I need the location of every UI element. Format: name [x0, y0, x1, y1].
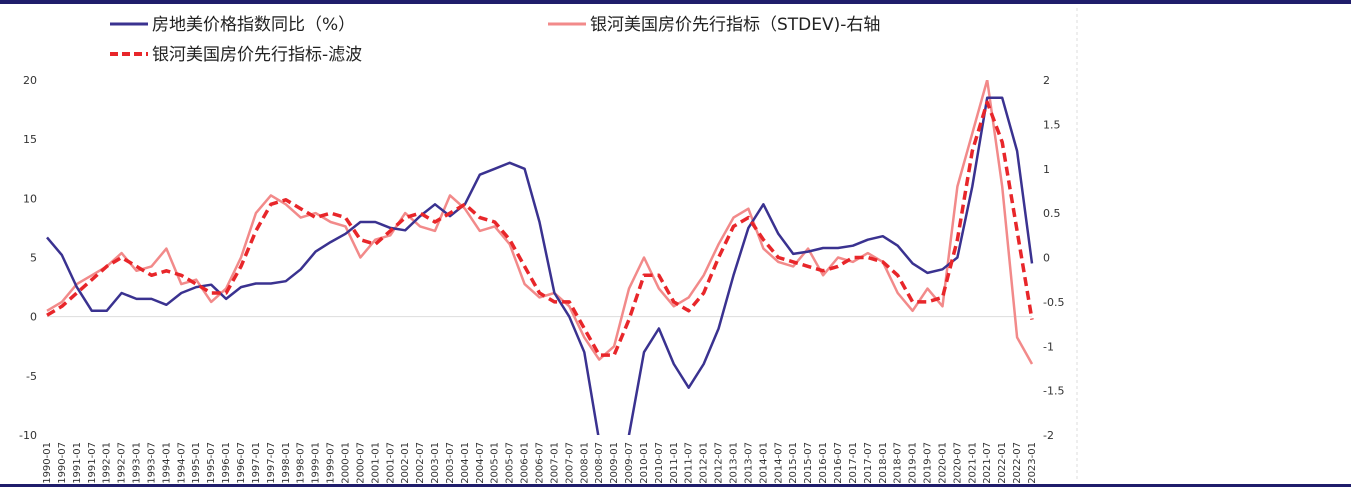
x-tick-label: 2006-07	[535, 442, 546, 484]
x-tick-label: 2013-01	[729, 442, 740, 484]
x-tick-label: 2019-07	[923, 442, 934, 484]
x-tick-label: 1997-01	[251, 442, 262, 484]
y-tick-label: -5	[26, 370, 37, 383]
x-tick-label: 2011-01	[669, 442, 680, 484]
x-tick-label: 2016-07	[833, 442, 844, 484]
x-tick-label: 2018-07	[893, 442, 904, 484]
x-tick-label: 2017-01	[848, 442, 859, 484]
x-tick-label: 2002-07	[415, 442, 426, 484]
x-tick-label: 2001-07	[385, 442, 396, 484]
x-tick-label: 2008-01	[579, 442, 590, 484]
x-tick-label: 2022-07	[1012, 442, 1023, 484]
x-tick-label: 2013-07	[743, 442, 754, 484]
legend-label: 银河美国房价先行指标-滤波	[152, 45, 362, 65]
x-tick-label: 2012-01	[699, 442, 710, 484]
y2-tick-label: -1	[1043, 340, 1054, 353]
y-tick-label: 5	[30, 252, 37, 265]
x-tick-label: 2014-07	[773, 442, 784, 484]
x-tick-label: 1996-01	[221, 442, 232, 484]
x-tick-label: 2003-07	[445, 442, 456, 484]
y-tick-label: 0	[30, 311, 37, 324]
x-tick-label: 2000-07	[355, 442, 366, 484]
x-tick-label: 1995-01	[191, 442, 202, 484]
x-tick-label: 2006-01	[520, 442, 531, 484]
x-tick-label: 2010-07	[654, 442, 665, 484]
series-line	[46, 96, 1034, 435]
y2-tick-label: 0.5	[1043, 207, 1061, 220]
x-tick-label: 2010-01	[639, 442, 650, 484]
x-tick-label: 2005-01	[490, 442, 501, 484]
x-tick-label: 2019-01	[908, 442, 919, 484]
x-tick-label: 2022-01	[997, 442, 1008, 484]
plot	[46, 80, 1034, 435]
x-tick-label: 2005-07	[505, 442, 516, 484]
y-tick-label: 20	[23, 74, 37, 87]
y2-tick-label: 1	[1043, 163, 1050, 176]
x-tick-label: 2017-07	[863, 442, 874, 484]
x-tick-label: 2018-01	[878, 442, 889, 484]
x-tick-label: 1996-07	[236, 442, 247, 484]
x-tick-label: 1993-07	[146, 442, 157, 484]
x-tick-label: 2007-07	[564, 442, 575, 484]
x-tick-label: 1998-01	[281, 442, 292, 484]
legend-label: 房地美价格指数同比（%）	[152, 15, 355, 35]
x-tick-label: 1992-01	[102, 442, 113, 484]
y2-tick-label: 1.5	[1043, 118, 1061, 131]
top-border	[0, 0, 1351, 4]
x-tick-label: 2003-01	[430, 442, 441, 484]
x-tick-label: 2009-07	[624, 442, 635, 484]
x-tick-label: 2011-07	[684, 442, 695, 484]
x-tick-label: 1999-01	[311, 442, 322, 484]
x-tick-label: 2004-07	[475, 442, 486, 484]
y-tick-label: 15	[23, 133, 37, 146]
x-tick-label: 2020-01	[937, 442, 948, 484]
x-tick-label: 1994-07	[176, 442, 187, 484]
x-tick-label: 2014-01	[758, 442, 769, 484]
x-tick-label: 2004-01	[460, 442, 471, 484]
x-tick-label: 1993-01	[132, 442, 143, 484]
x-tick-label: 1991-07	[87, 442, 98, 484]
x-tick-label: 2002-01	[400, 442, 411, 484]
x-tick-label: 1990-07	[57, 442, 68, 484]
x-tick-label: 2016-01	[818, 442, 829, 484]
x-tick-label: 2020-07	[952, 442, 963, 484]
y2-tick-label: -2	[1043, 429, 1054, 442]
x-tick-label: 1995-07	[206, 442, 217, 484]
x-tick-label: 1994-01	[161, 442, 172, 484]
x-tick-label: 1990-01	[42, 442, 53, 484]
x-tick-label: 2015-01	[788, 442, 799, 484]
y2-tick-label: -1.5	[1043, 385, 1064, 398]
y-tick-label: 10	[23, 192, 37, 205]
x-tick-label: 1991-01	[72, 442, 83, 484]
x-tick-label: 2000-01	[340, 442, 351, 484]
series-line	[46, 80, 1034, 365]
x-tick-label: 1998-07	[296, 442, 307, 484]
x-tick-label: 2021-07	[982, 442, 993, 484]
x-tick-label: 2021-01	[967, 442, 978, 484]
bottom-border	[0, 484, 1351, 487]
y2-tick-label: -0.5	[1043, 296, 1064, 309]
x-tick-label: 2007-01	[549, 442, 560, 484]
x-tick-label: 1992-07	[117, 442, 128, 484]
series-line	[46, 100, 1034, 357]
x-tick-label: 1999-07	[326, 442, 337, 484]
x-tick-label: 2015-07	[803, 442, 814, 484]
x-tick-label: 1997-07	[266, 442, 277, 484]
x-tick-label: 2001-01	[370, 442, 381, 484]
x-tick-label: 2009-01	[609, 442, 620, 484]
x-tick-label: 2008-07	[594, 442, 605, 484]
y2-tick-label: 2	[1043, 74, 1050, 87]
y-tick-label: -10	[19, 429, 37, 442]
x-tick-label: 2023-01	[1027, 442, 1038, 484]
x-tick-label: 2012-07	[714, 442, 725, 484]
y2-tick-label: 0	[1043, 252, 1050, 265]
legend-label: 银河美国房价先行指标（STDEV)-右轴	[590, 15, 880, 35]
